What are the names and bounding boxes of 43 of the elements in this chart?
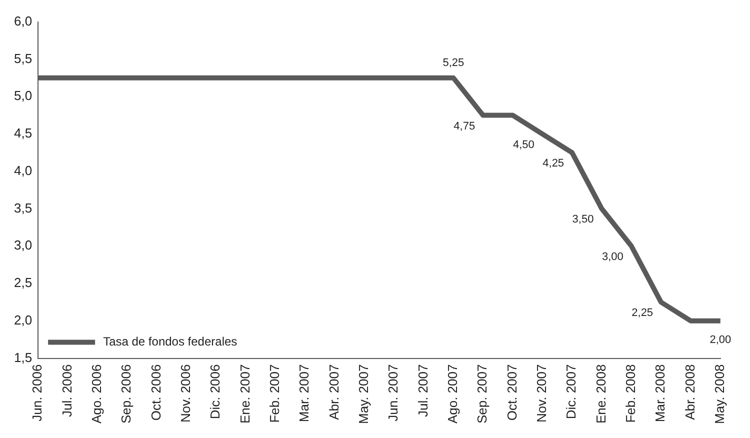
x-tick-label: Dic. 2007 — [564, 364, 579, 420]
x-tick-label: Ago. 2007 — [444, 364, 460, 424]
x-tick-label: Nov. 2007 — [534, 364, 549, 423]
x-tick-label: May. 2007 — [356, 364, 371, 424]
y-tick-label: 3,0 — [14, 238, 32, 253]
data-label: 2,25 — [632, 307, 654, 320]
y-tick-label: 2,0 — [14, 312, 32, 328]
y-tick-label: 1,5 — [14, 350, 32, 365]
x-tick-label: Jul. 2006 — [59, 364, 74, 418]
y-tick-label: 6,0 — [14, 13, 32, 28]
y-tick-label: 4,0 — [14, 162, 32, 178]
y-tick-label: 5,0 — [14, 88, 32, 104]
x-tick-label: Jun. 2006 — [30, 364, 45, 422]
x-tick-label: Abr. 2008 — [682, 364, 698, 420]
x-tick-label: Feb. 2008 — [622, 364, 638, 423]
x-tick-label: Nov. 2006 — [178, 364, 193, 423]
y-tick-label: 2,5 — [14, 275, 32, 290]
data-label: 3,50 — [572, 214, 594, 226]
x-tick-label: Ago. 2006 — [88, 364, 104, 424]
data-label: 2,00 — [710, 334, 732, 346]
x-tick-label: Sep. 2006 — [118, 364, 134, 424]
x-tick-label: Feb. 2007 — [266, 364, 282, 423]
x-tick-label: Jul. 2007 — [415, 364, 430, 418]
data-label: 5,25 — [442, 56, 464, 69]
x-tick-label: Oct. 2006 — [148, 364, 164, 421]
x-tick-label: Ene. 2007 — [237, 364, 252, 424]
x-tick-label: May. 2008 — [712, 364, 727, 424]
data-label: 4,50 — [512, 138, 534, 151]
x-tick-label: Dic. 2006 — [208, 364, 223, 420]
data-label: 4,75 — [454, 120, 476, 132]
y-tick-label: 5,5 — [14, 50, 32, 66]
x-tick-label: Jun. 2007 — [386, 364, 401, 422]
y-tick-label: 3,5 — [14, 200, 32, 216]
x-tick-label: Sep. 2007 — [474, 364, 490, 424]
x-tick-label: Mar. 2007 — [296, 364, 312, 422]
x-tick-label: Mar. 2008 — [652, 364, 668, 422]
x-tick-label: Ene. 2008 — [593, 364, 608, 424]
x-tick-label: Abr. 2007 — [326, 364, 342, 420]
data-label: 4,25 — [542, 158, 564, 170]
legend-label: Tasa de fondos federales — [103, 334, 238, 349]
data-label: 3,00 — [602, 251, 624, 264]
y-tick-label: 4,5 — [14, 126, 32, 141]
x-tick-label: Oct. 2007 — [504, 364, 520, 421]
